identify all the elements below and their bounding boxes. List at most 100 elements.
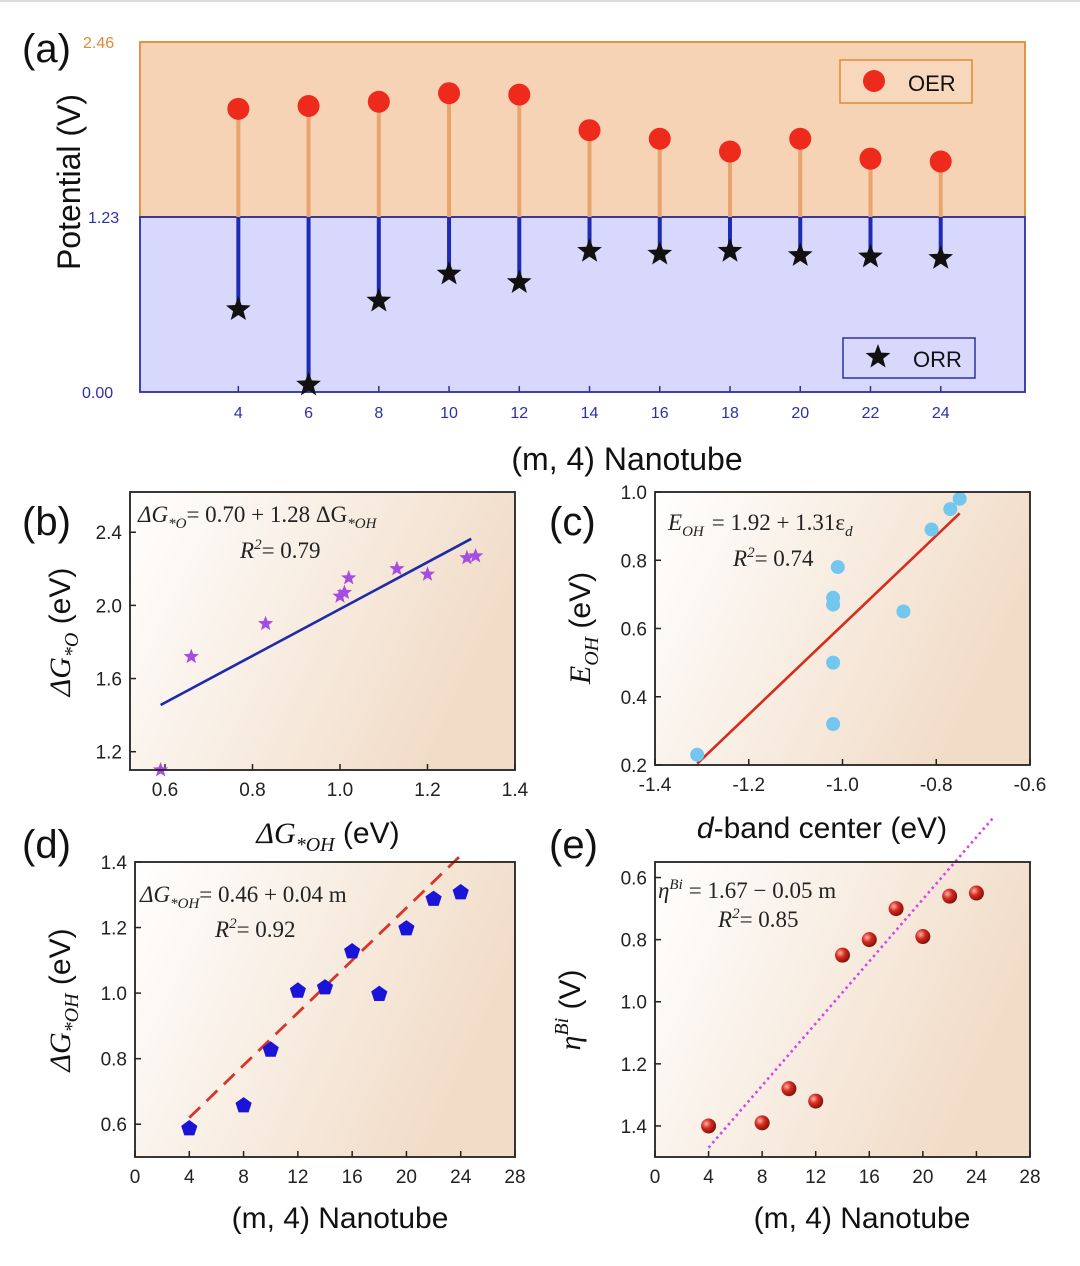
data-point-d [289,982,306,998]
legend-oer-label: OER [908,71,956,96]
data-point-d [371,985,388,1001]
orr-point [226,296,251,320]
x-tick-label-e: 4 [703,1167,714,1188]
y-axis-label-e-unit: (V) [554,970,587,1018]
data-point-e [968,885,984,901]
oer-point [929,150,952,173]
x-tick-label-e: 16 [859,1167,880,1188]
data-point-e [754,1115,770,1131]
x-tick-label-b: 0.6 [152,780,178,801]
equation-b: ΔG*O= 0.70 + 1.28 ΔG*OH [137,502,378,532]
data-point-d [344,943,361,959]
data-point-e [781,1081,797,1097]
orr-point [366,287,392,312]
y-axis-label-d: ΔG*OH (eV) [44,928,83,1072]
data-point-b [332,588,348,603]
plot-area-e [655,862,1030,1157]
data-point-c [826,655,841,670]
oer-point [578,119,601,142]
y-tick-label-2.46: 2.46 [83,35,114,52]
x-tick-label-b: 1.2 [414,780,440,801]
x-tick-label-a: 6 [304,405,313,422]
equation-b-rhs-sub: *OH [347,516,377,532]
r2-b-label: R [239,538,254,563]
equation-d-rhs: = 0.46 + 0.04 m [199,882,346,907]
orr-point [858,243,883,268]
equation-e-lhs: η [658,878,669,903]
y-axis-label-d-sub: *OH [61,992,83,1032]
panel-c: -1.4 -1.2 -1.0 -0.8 -0.60.20.40.60.81.0 (c) … [549,483,1046,845]
plot-area-b [130,492,515,770]
panel-b: 0.6 0.8 1.0 1.2 1.41.21.62.02.4 (b) ΔG*O= 0.… [22,491,529,856]
y-tick-label-e: 1.4 [621,1117,648,1138]
y-axis-label-e: ηBi (V) [551,970,587,1051]
x-tick-label-a: 12 [510,405,528,422]
plot-frame-c [654,491,1031,766]
y-tick-label-d: 1.2 [101,919,127,940]
x-tick-label-e: 20 [912,1167,933,1188]
y-tick-label-c: 0.8 [621,551,647,572]
y-tick-label-e: 1.0 [621,993,647,1014]
y-tick-label-d: 0.8 [101,1050,127,1071]
data-point-d [398,920,415,936]
data-point-c [943,502,958,517]
y-tick-label-e: 0.6 [621,869,647,890]
equation-c-lhs-sub: OH [682,524,705,540]
x-tick-label-d: 24 [450,1167,472,1188]
x-tick-label-a: 10 [440,405,458,422]
panel-d: 0 4 8 12 16 20 24 280.60.81.01.21.4 (d) ΔG*OH= … [22,823,526,1235]
y-tick-label-d: 0.6 [101,1115,127,1136]
orr-point [717,238,743,262]
fit-line-d [188,854,462,1119]
equation-b-lhs: ΔG [137,502,168,527]
y-tick-label-b: 2.4 [96,523,123,544]
x-tick-label-e: 28 [1019,1167,1040,1188]
oer-point [227,97,250,120]
orr-point [787,242,813,266]
r2-c: R2= 0.74 [732,545,814,571]
x-tick-label-b: 1.4 [502,780,529,801]
x-tick-label-a: 24 [932,405,950,422]
x-tick-label-e: 8 [757,1167,768,1188]
oer-point [438,82,461,105]
x-tick-label-e: 24 [966,1167,988,1188]
equation-e-rhs: = 1.67 − 0.05 m [689,878,836,903]
y-tick-label-c: 1.0 [621,483,647,504]
x-tick-label-c: -0.8 [920,775,953,796]
oer-point [648,127,671,150]
oer-point [859,147,882,170]
y-axis-label-b-sub: *O [61,633,83,657]
r2-e-value: = 0.85 [740,907,799,932]
y-axis-label-c-main: E [564,666,597,685]
data-point-b [459,549,475,565]
y-tick-label-c: 0.4 [621,688,648,709]
y-tick-label-d: 1.0 [101,984,127,1005]
data-point-d [425,890,442,906]
equation-b-rhs: = 0.70 + 1.28 ΔG [186,502,347,527]
orr-point [647,241,673,265]
x-axis-label-c: d-band center (eV) [697,812,947,845]
legend-oer-marker [863,70,885,92]
x-tick-label-d: 12 [287,1167,308,1188]
legend-oer-box [839,59,973,104]
data-point-c [896,604,911,619]
x-tick-label-a: 22 [862,405,880,422]
panel-label-a: (a) [22,27,71,71]
oer-point [719,140,741,163]
y-tick-label-e: 1.2 [621,1055,647,1076]
x-axis-label-d: (m, 4) Nanotube [232,1202,449,1235]
data-point-b [419,566,436,581]
data-point-e [861,932,877,948]
data-point-c [830,560,845,575]
equation-b-lhs-sub: *O [168,516,187,532]
r2-e: R2= 0.85 [717,906,799,932]
y-axis-label-e-sup: Bi [551,1018,573,1036]
y-axis-label-e-main: η [554,1036,587,1051]
y-tick-label-0.00: 0.00 [82,385,113,402]
x-tick-label-d: 8 [238,1167,249,1188]
y-tick-label-b: 1.2 [96,743,122,764]
x-tick-label-c: -0.6 [1014,775,1047,796]
y-tick-label-1.23: 1.23 [88,210,119,227]
x-tick-label-d: 0 [130,1167,141,1188]
panel-label-d: (d) [22,823,71,867]
